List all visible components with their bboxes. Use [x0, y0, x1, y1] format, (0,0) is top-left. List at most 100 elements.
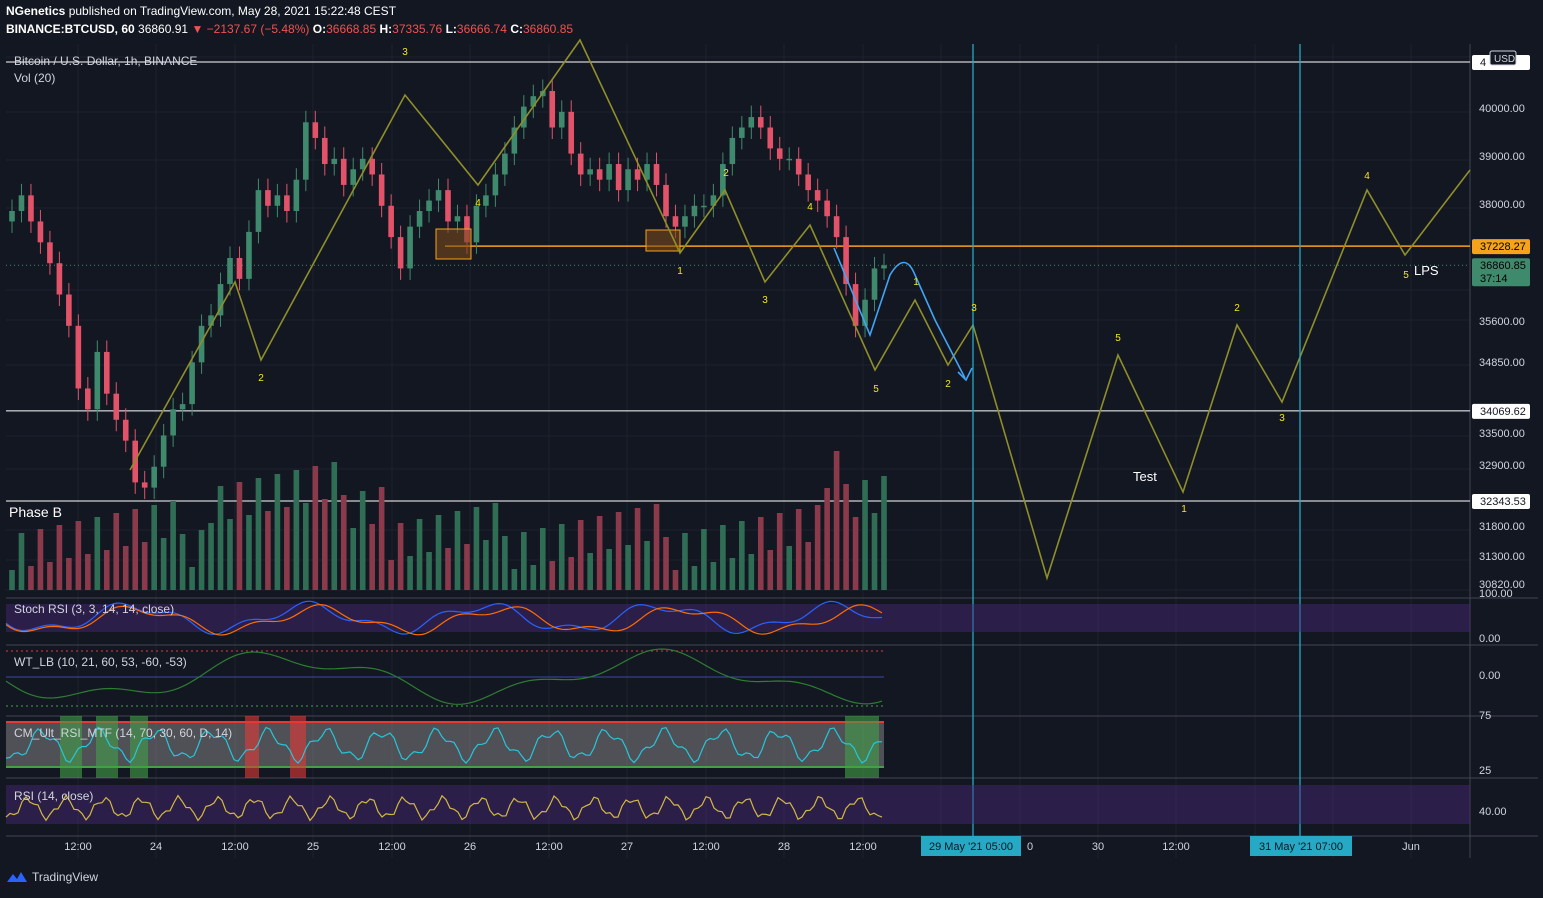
wave-label: 5: [1115, 333, 1121, 344]
candle-body: [208, 315, 214, 326]
candle-body: [18, 195, 25, 212]
volume-bar: [103, 550, 110, 590]
candle-body: [871, 268, 878, 300]
time-tick: Jun: [1402, 841, 1420, 853]
stoch-legend: Stoch RSI (3, 3, 14, 14, close): [14, 602, 175, 616]
high-label: H:: [379, 22, 393, 36]
candle-body: [94, 351, 101, 410]
price-axis[interactable]: 40000.0039000.0038000.0036400.0035600.00…: [1472, 50, 1530, 818]
wave-label: 1: [913, 277, 919, 288]
candle-body: [321, 137, 328, 165]
candle-body: [265, 190, 271, 206]
volume-bar: [672, 570, 679, 590]
open-value: 36668.85: [326, 22, 377, 36]
volume-bar: [85, 554, 91, 590]
volume-bar: [625, 545, 631, 590]
candle-body: [122, 419, 129, 441]
candle-body: [852, 284, 859, 326]
volume-bar: [644, 541, 650, 590]
volume-bar: [786, 546, 793, 590]
price-badge-label: 36860.85: [1480, 260, 1526, 272]
elliott-wave-path: [129, 38, 1471, 581]
volume-bar: [568, 557, 575, 590]
volume-bar: [160, 538, 167, 590]
time-tick: 0: [1027, 841, 1033, 853]
volume-bar: [208, 523, 214, 590]
volume-bar: [132, 509, 139, 590]
countdown-label: 37:14: [1480, 273, 1508, 285]
volume-bar: [416, 519, 423, 590]
phase-label: Phase B: [9, 504, 62, 520]
projection-arrowhead: [957, 367, 973, 382]
rsi-line: [5, 794, 883, 822]
volume-bar: [682, 533, 688, 590]
time-tick: 12:00: [692, 841, 720, 853]
candle-body: [691, 205, 698, 217]
candle-body: [189, 362, 195, 405]
volume-bar: [881, 476, 887, 590]
candle-body: [454, 216, 461, 222]
candle-body: [795, 158, 802, 175]
volume-bar: [28, 566, 34, 590]
price-badge: [1472, 239, 1530, 255]
price-tick: 40.00: [1479, 806, 1507, 818]
candle-body: [293, 179, 300, 212]
price-tick: 75: [1479, 710, 1491, 722]
wave-label: 4: [807, 202, 813, 213]
time-tick: 27: [621, 841, 633, 853]
cm-band: [6, 722, 884, 768]
time-tick: 12:00: [64, 841, 92, 853]
volume-bar: [701, 529, 707, 590]
indicator-panes: [5, 600, 1470, 824]
price-tick: 34850.00: [1479, 357, 1525, 369]
candle-body: [397, 237, 404, 269]
stoch-band: [6, 604, 1470, 632]
candle-body: [776, 148, 783, 159]
stoch-d-line: [5, 604, 883, 636]
time-tick: 25: [307, 841, 319, 853]
volume-bar: [596, 516, 603, 590]
volume-bar: [321, 499, 328, 590]
price-badge-label: 37228.27: [1480, 241, 1526, 253]
currency-badge: [1489, 50, 1517, 66]
cm-signal-bar: [60, 716, 82, 778]
wave-label: 5: [1403, 270, 1409, 281]
main-legend: Bitcoin / U.S. Dollar, 1h, BINANCE: [14, 54, 198, 68]
wt-legend: WT_LB (10, 21, 60, 53, -60, -53): [14, 655, 187, 669]
candle-body: [492, 174, 499, 196]
candle-body: [729, 137, 736, 165]
price-tick: 38000.00: [1479, 199, 1525, 211]
volume-bar: [833, 451, 840, 590]
volume-bar: [795, 509, 802, 590]
time-marker-badge: [1250, 836, 1352, 856]
time-tick: 26: [464, 841, 476, 853]
candle-body: [246, 231, 252, 279]
volume-bar: [426, 552, 432, 590]
volume-bar: [577, 520, 584, 590]
volume-bar: [284, 507, 290, 590]
tradingview-logo[interactable]: TradingView: [6, 870, 98, 884]
volume-bar: [151, 505, 157, 590]
candle-body: [615, 164, 622, 191]
volume-bar: [18, 533, 25, 590]
candle-body: [28, 195, 34, 222]
candle-body: [587, 169, 593, 175]
volume-bar: [757, 517, 764, 590]
volume-bar: [122, 546, 129, 590]
accumulation-box: [435, 228, 472, 260]
volume-bar: [502, 536, 508, 590]
currency-label: USD: [1494, 54, 1515, 65]
volume-bar: [483, 540, 489, 590]
candle-body: [179, 404, 186, 410]
cm-signal-bar: [130, 716, 148, 778]
projection-arrow: [833, 247, 966, 379]
candle-body: [596, 169, 603, 180]
volume-bar: [56, 525, 63, 590]
price-tick: 32900.00: [1479, 460, 1525, 472]
volume-bars: [9, 451, 887, 590]
volume-bar: [814, 505, 821, 590]
volume-bar: [47, 562, 53, 590]
footer-brand: TradingView: [32, 870, 99, 884]
time-axis[interactable]: 12:00 24 12:00 25 12:00 26 12:00 27 12:00 28 12:00…: [64, 836, 1420, 856]
